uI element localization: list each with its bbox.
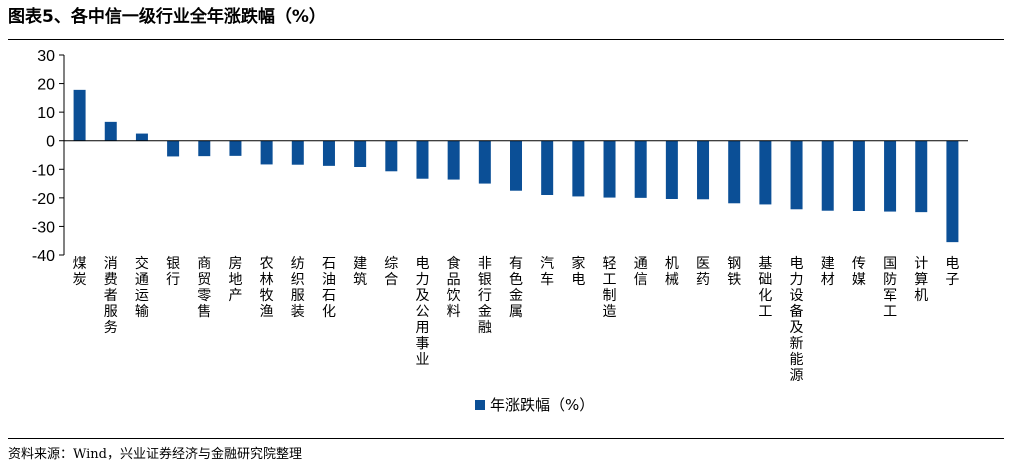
bar (697, 140, 710, 200)
bar (510, 140, 522, 191)
bar (447, 140, 460, 180)
bar (665, 140, 678, 199)
category-label: 煤炭 (73, 256, 87, 288)
bar (759, 140, 772, 205)
category-label: 房地产 (228, 256, 242, 304)
bar (260, 140, 273, 165)
category-label: 消费者服务 (104, 256, 118, 336)
bar (322, 140, 335, 166)
top-rule (8, 39, 1004, 40)
legend-label: 年涨跌幅（%） (490, 396, 594, 414)
bottom-rule (8, 438, 1004, 439)
category-label: 商贸零售 (197, 256, 211, 320)
source-note: 资料来源：Wind，兴业证券经济与金融研究院整理 (8, 447, 302, 462)
category-label: 综合 (384, 256, 398, 288)
bar (104, 121, 117, 141)
bars (73, 89, 959, 243)
category-label: 交通运输 (135, 255, 149, 320)
bar (821, 140, 834, 211)
bar (603, 140, 616, 198)
category-label: 汽车 (540, 256, 554, 288)
y-tick-label: -20 (32, 191, 55, 208)
category-label: 电子 (945, 256, 959, 288)
category-label: 建筑 (353, 256, 367, 288)
y-tick-label: 30 (37, 48, 55, 65)
y-tick-label: -10 (32, 162, 55, 179)
y-tick-label: 0 (46, 134, 55, 151)
chart-title: 图表5、各中信一级行业全年涨跌幅（%） (8, 7, 326, 27)
category-label: 纺织服装 (291, 256, 305, 320)
bar (416, 140, 429, 179)
category-label: 医药 (696, 256, 710, 288)
bar (946, 140, 959, 243)
category-label: 计算机 (914, 256, 928, 304)
y-tick-label: -40 (32, 248, 55, 265)
bar (135, 133, 148, 141)
bar (73, 89, 86, 141)
category-label: 轻工制造 (603, 256, 617, 320)
category-label: 钢铁 (727, 256, 741, 288)
category-label: 基础化工 (758, 255, 772, 320)
category-label: 机械 (665, 256, 679, 288)
bar (790, 140, 803, 210)
y-axis: 30 20 10 0 -10 -20 -30 -40 (32, 48, 65, 265)
category-label: 非银行金融 (478, 256, 492, 336)
bar (354, 140, 367, 167)
category-label: 食品饮料 (447, 255, 461, 320)
bar-chart: 30 20 10 0 -10 -20 -30 -40 煤炭 消费者服务 交通运输 银行 商贸零售 房地产… (32, 48, 968, 414)
bar (634, 140, 647, 198)
category-label: 有色金属 (509, 256, 523, 320)
y-tick-label: -30 (32, 219, 55, 236)
category-label: 家电 (571, 255, 585, 288)
bar (291, 140, 304, 165)
bar (385, 140, 398, 172)
bar (915, 140, 928, 213)
bar (478, 140, 491, 184)
bar (572, 140, 585, 197)
category-label: 农林牧渔 (260, 256, 274, 320)
y-tick-label: 10 (37, 105, 55, 122)
bar (229, 140, 242, 156)
category-label: 国防军工 (883, 256, 897, 320)
legend: 年涨跌幅（%） (475, 396, 594, 414)
y-tick-label: 20 (37, 77, 55, 94)
bar (198, 140, 211, 157)
bar (852, 140, 865, 211)
legend-swatch (475, 400, 485, 410)
bar (728, 140, 741, 204)
category-label: 建材 (821, 256, 835, 288)
category-label: 电力设备及新能源 (790, 256, 804, 384)
category-label: 石油石化 (322, 256, 336, 320)
bar (541, 140, 554, 195)
category-label: 银行 (166, 256, 180, 288)
category-label: 通信 (634, 256, 648, 288)
bar (167, 140, 180, 157)
category-label: 传媒 (852, 256, 866, 288)
category-label: 电力及公用事业 (415, 256, 429, 368)
bar (884, 140, 897, 212)
